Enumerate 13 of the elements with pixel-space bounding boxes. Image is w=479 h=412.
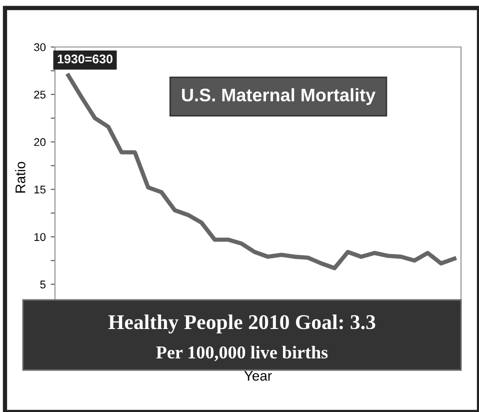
y-tick-label: 10: [34, 233, 46, 241]
text: U.S. Maternal Mortality: [182, 88, 376, 106]
y-tick-label: 15: [34, 186, 46, 194]
line-series: [66, 73, 456, 270]
text: Per 100,000 live births: [156, 346, 328, 362]
text: Healthy People 2010 Goal: 3.3: [108, 314, 376, 334]
y-tick-label: 20: [34, 138, 46, 146]
y-tick-label: 25: [34, 90, 46, 99]
y-tick-label: 5: [40, 280, 46, 288]
y-axis-title: Ratio: [15, 162, 26, 193]
annotation: 1930=630: [58, 54, 112, 64]
x-axis-title: Year: [244, 371, 272, 381]
y-tick-label: 30: [34, 43, 46, 52]
